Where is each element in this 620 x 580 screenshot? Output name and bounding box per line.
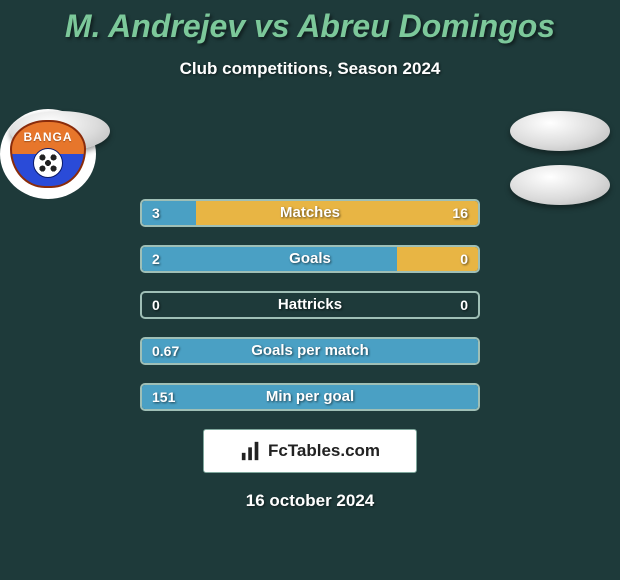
- stat-bars: 316Matches 20Goals 00Hattricks 0.67Goals pe…: [140, 199, 480, 411]
- stat-label: Goals: [142, 247, 478, 271]
- club-right-badge: [510, 165, 610, 205]
- comparison-panel: BANGA 316Matches 20Goals 00Hattricks 0.67Go…: [0, 109, 620, 511]
- stat-label: Hattricks: [142, 293, 478, 317]
- stat-row: 00Hattricks: [140, 291, 480, 319]
- player-right-avatar: [510, 111, 610, 151]
- stat-label: Min per goal: [142, 385, 478, 409]
- page-title: M. Andrejev vs Abreu Domingos: [0, 0, 620, 45]
- brand-logo: FcTables.com: [203, 429, 417, 473]
- stat-row: 0.67Goals per match: [140, 337, 480, 365]
- stat-row: 316Matches: [140, 199, 480, 227]
- badge-ball-icon: [33, 148, 63, 178]
- stat-label: Matches: [142, 201, 478, 225]
- snapshot-date: 16 october 2024: [0, 491, 620, 511]
- page-subtitle: Club competitions, Season 2024: [0, 59, 620, 79]
- brand-text: FcTables.com: [268, 441, 380, 461]
- chart-bars-icon: [240, 440, 262, 462]
- stat-row: 151Min per goal: [140, 383, 480, 411]
- banga-badge: BANGA: [10, 120, 86, 188]
- stat-label: Goals per match: [142, 339, 478, 363]
- stat-row: 20Goals: [140, 245, 480, 273]
- badge-text: BANGA: [12, 130, 84, 144]
